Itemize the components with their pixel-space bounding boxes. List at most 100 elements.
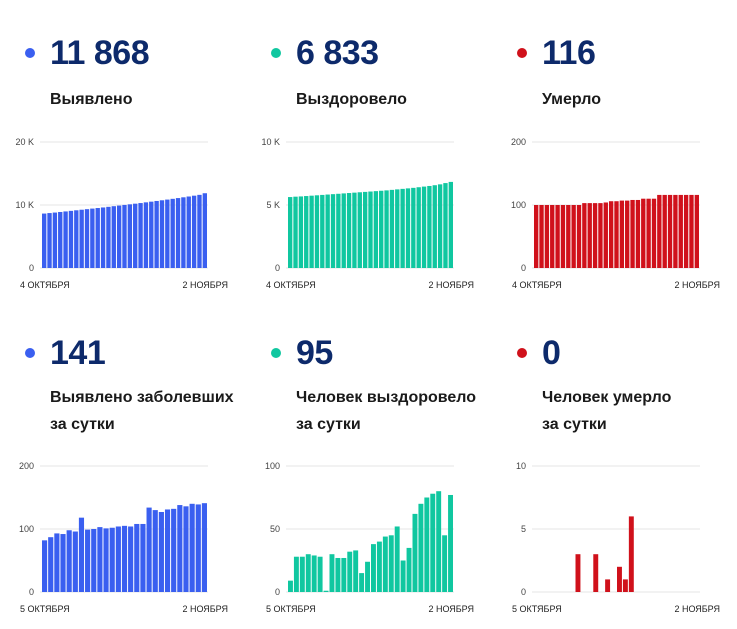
bar <box>42 540 48 592</box>
bar <box>341 557 347 592</box>
bar <box>97 527 103 592</box>
bar <box>197 194 202 268</box>
bar <box>314 195 320 268</box>
bar <box>293 556 299 592</box>
bar <box>352 192 357 268</box>
x-tick-label-start: 4 ОКТЯБРЯ <box>266 280 316 290</box>
bar <box>619 200 625 268</box>
daily-recovered-label-line2: за сутки <box>296 416 361 433</box>
total-recovered-value: 6 833 <box>296 34 379 72</box>
bar <box>651 198 657 268</box>
bar <box>560 205 566 268</box>
blue-dot-icon <box>25 48 35 58</box>
bar <box>152 510 158 592</box>
y-tick-label: 20 K <box>15 137 34 147</box>
daily-cases-chart: 0 100 200 5 ОКТЯБРЯ 2 НОЯБРЯ <box>19 461 228 614</box>
bar <box>412 513 418 592</box>
bar <box>667 194 673 268</box>
bar <box>389 189 395 268</box>
daily-cases-value: 141 <box>50 334 106 372</box>
bar <box>309 195 314 268</box>
bar <box>430 493 436 592</box>
bar <box>122 204 127 268</box>
bar <box>183 506 189 592</box>
bar <box>678 194 683 268</box>
bar <box>127 204 133 268</box>
total-recovered-chart: 0 5 K 10 K 4 ОКТЯБРЯ 2 НОЯБРЯ <box>261 137 474 290</box>
bar <box>335 557 341 592</box>
bar <box>140 523 146 592</box>
y-tick-label: 100 <box>19 524 34 534</box>
bar <box>195 504 201 592</box>
panel-daily-deaths: 0 Человек умерло за сутки 0 5 10 5 ОКТЯБРЯ 2… <box>492 318 732 618</box>
x-tick-label-start: 4 ОКТЯБРЯ <box>20 280 70 290</box>
y-tick-label: 0 <box>521 263 526 273</box>
bar <box>362 191 368 268</box>
red-dot-icon <box>517 48 527 58</box>
bar <box>544 205 550 268</box>
y-tick-label: 0 <box>521 587 526 597</box>
bar <box>614 201 619 268</box>
y-tick-label: 0 <box>275 587 280 597</box>
bar <box>74 210 79 268</box>
bar <box>288 197 293 268</box>
bar <box>400 188 405 268</box>
bar <box>143 202 149 268</box>
bar <box>66 530 72 592</box>
bar <box>336 193 341 268</box>
bar <box>448 494 453 592</box>
bar <box>635 199 641 268</box>
x-tick-label-start: 4 ОКТЯБРЯ <box>512 280 562 290</box>
bar <box>566 205 571 268</box>
bar <box>311 555 317 592</box>
bar <box>622 579 628 592</box>
bar <box>443 183 448 268</box>
bar <box>347 551 353 592</box>
bar <box>411 187 416 268</box>
panel-daily-cases: 141 Выявлено заболевших за сутки 0 100 200… <box>0 318 240 618</box>
daily-recovered-chart: 0 50 100 5 ОКТЯБРЯ 2 НОЯБРЯ <box>265 461 474 614</box>
daily-deaths-chart: 0 5 10 5 ОКТЯБРЯ 2 НОЯБРЯ <box>512 461 720 614</box>
bar <box>171 508 177 592</box>
panel-total-recovered: 6 833 Выздоровело 0 5 K 10 K 4 ОКТЯБРЯ 2 НОЯ… <box>246 0 486 300</box>
y-tick-label: 200 <box>511 137 526 147</box>
bar <box>146 507 152 592</box>
bar <box>384 190 389 268</box>
bar <box>191 195 197 268</box>
y-tick-label: 0 <box>29 587 34 597</box>
bar <box>555 205 560 268</box>
bar <box>58 211 63 268</box>
bar <box>115 526 121 592</box>
blue-dot-icon <box>25 348 35 358</box>
bar <box>437 184 443 268</box>
daily-recovered-value: 95 <box>296 334 333 372</box>
daily-deaths-value: 0 <box>542 334 561 372</box>
bar <box>42 213 47 268</box>
bar <box>641 198 646 268</box>
bar <box>662 194 667 268</box>
bar <box>395 189 400 268</box>
bar <box>317 556 323 592</box>
bar <box>346 193 352 268</box>
bar <box>325 194 330 268</box>
total-cases-label: Выявлено <box>50 86 132 113</box>
bar <box>177 505 183 592</box>
daily-deaths-label-line2: за сутки <box>542 416 607 433</box>
bar <box>394 526 400 592</box>
bar <box>109 527 115 592</box>
bar <box>576 205 582 268</box>
bar <box>298 196 304 268</box>
bar <box>628 516 634 592</box>
red-dot-icon <box>517 348 527 358</box>
bar <box>418 503 424 592</box>
bar <box>405 188 411 268</box>
bar <box>382 536 388 592</box>
y-tick-label: 100 <box>511 200 526 210</box>
bar <box>539 205 544 268</box>
bar <box>134 523 140 592</box>
x-tick-label-end: 2 НОЯБРЯ <box>674 280 720 290</box>
bar <box>304 196 309 268</box>
bar <box>357 192 362 268</box>
bar <box>330 194 336 268</box>
y-tick-label: 5 <box>521 524 526 534</box>
